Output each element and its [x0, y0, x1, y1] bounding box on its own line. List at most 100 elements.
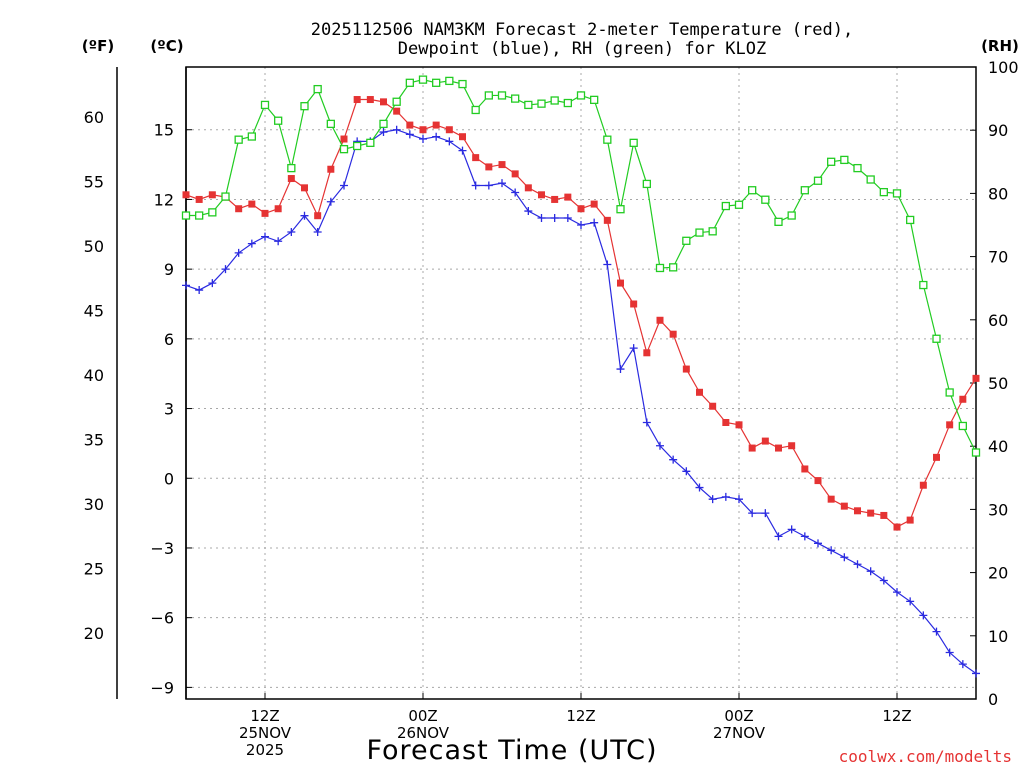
temperature-point	[656, 316, 664, 324]
dewpoint-point	[945, 648, 954, 657]
celsius-tick-label: 9	[164, 260, 174, 279]
temperature-point	[682, 365, 690, 373]
dewpoint-point	[932, 627, 941, 636]
rh-point	[300, 102, 309, 111]
temperature-point	[261, 209, 269, 217]
grid-lines	[186, 67, 976, 699]
temperature-point	[854, 507, 861, 515]
dewpoint-point	[708, 495, 717, 504]
temperature-point	[617, 279, 624, 287]
rh-point	[879, 187, 888, 197]
rh-point	[655, 263, 665, 273]
dewpoint-point	[392, 125, 401, 134]
dewpoint-point	[761, 509, 770, 518]
celsius-tick-label: −9	[150, 678, 174, 697]
temperature-point	[603, 216, 611, 224]
temperature-point	[432, 121, 440, 129]
dewpoint-point	[405, 130, 414, 139]
fahrenheit-tick-label: 45	[84, 301, 104, 320]
temperature-point	[696, 388, 703, 396]
rh-point	[958, 421, 967, 431]
rh-tick-label: 0	[988, 690, 998, 709]
time-tick-label: 27NOV	[713, 724, 766, 742]
dewpoint-point	[642, 418, 651, 427]
plot-frame	[185, 66, 977, 700]
dewpoint-point	[748, 509, 757, 518]
rh-point	[287, 163, 296, 173]
rh-point	[603, 135, 612, 144]
rh-point	[563, 98, 572, 108]
temperature-point	[577, 205, 585, 213]
temperature-point	[788, 442, 796, 450]
rh-point	[576, 91, 586, 100]
dewpoint-point	[498, 179, 506, 188]
fahrenheit-tick-label: 40	[84, 366, 104, 385]
dewpoint-point	[893, 588, 901, 597]
dewpoint-point	[550, 214, 559, 223]
rh-point	[748, 186, 757, 195]
rh-point	[695, 228, 704, 237]
dewpoint-point	[656, 441, 664, 450]
rh-point	[458, 79, 467, 89]
dewpoint-point	[432, 132, 441, 141]
dewpoint-point	[682, 467, 691, 476]
fahrenheit-axis: 60 55 50 45 40 35 30 25 20	[84, 108, 104, 643]
temperature-point	[406, 121, 414, 129]
series-dewpoint	[182, 125, 980, 678]
rh-point	[629, 138, 638, 147]
rh-point	[708, 227, 717, 236]
temperature-point	[840, 502, 848, 510]
temperature-point	[946, 421, 954, 429]
rh-point	[234, 135, 243, 144]
dewpoint-point	[800, 532, 809, 541]
temperature-point	[538, 191, 545, 199]
dewpoint-point	[261, 232, 269, 241]
temperature-point	[366, 96, 374, 104]
temperature-point	[195, 195, 203, 203]
rh-point	[537, 99, 546, 108]
dewpoint-point	[234, 248, 243, 257]
x-axis-title: Forecast Time (UTC)	[366, 735, 657, 766]
fahrenheit-tick-label: 20	[84, 624, 104, 643]
rh-point	[274, 116, 283, 125]
rh-point	[181, 211, 191, 220]
rh-point	[734, 200, 744, 209]
dewpoint-point	[866, 567, 875, 576]
rh-point	[774, 217, 783, 226]
rh-point	[892, 189, 902, 198]
rh-point	[339, 145, 349, 154]
temperature-point	[524, 184, 532, 192]
rh-point	[432, 78, 441, 87]
rh-point	[379, 119, 388, 129]
chart-title-line-2: Dewpoint (blue), RH (green) for KLOZ	[398, 39, 766, 59]
temperature-point	[274, 205, 282, 213]
rh-point	[511, 94, 520, 103]
temperature-point	[564, 193, 572, 201]
dewpoint-point	[721, 492, 730, 501]
series-rh	[181, 75, 981, 457]
dewpoint-point	[616, 365, 625, 374]
time-tick-label: 00Z	[408, 707, 437, 725]
dewpoint-point	[419, 135, 427, 144]
dewpoint-point	[208, 279, 217, 288]
dewpoint-point	[300, 211, 309, 220]
dewpoint-point	[577, 221, 585, 229]
celsius-tick-label: 0	[164, 469, 174, 488]
dewpoint-point	[340, 181, 348, 190]
temperature-point	[287, 175, 295, 183]
rh-tick-label: 30	[988, 500, 1008, 519]
celsius-tick-label: 15	[154, 121, 174, 140]
temperature-point	[248, 200, 256, 208]
rh-tick-label: 60	[988, 311, 1008, 330]
rh-point	[550, 96, 559, 105]
celsius-tick-label: 6	[164, 330, 174, 349]
rh-point	[221, 192, 230, 201]
rh-point	[682, 236, 691, 245]
rh-point	[524, 100, 533, 110]
temperature-point	[801, 465, 809, 473]
rh-point	[813, 176, 823, 185]
temperature-point	[643, 349, 651, 357]
temperature-point	[722, 419, 730, 426]
temperature-point	[459, 133, 466, 141]
